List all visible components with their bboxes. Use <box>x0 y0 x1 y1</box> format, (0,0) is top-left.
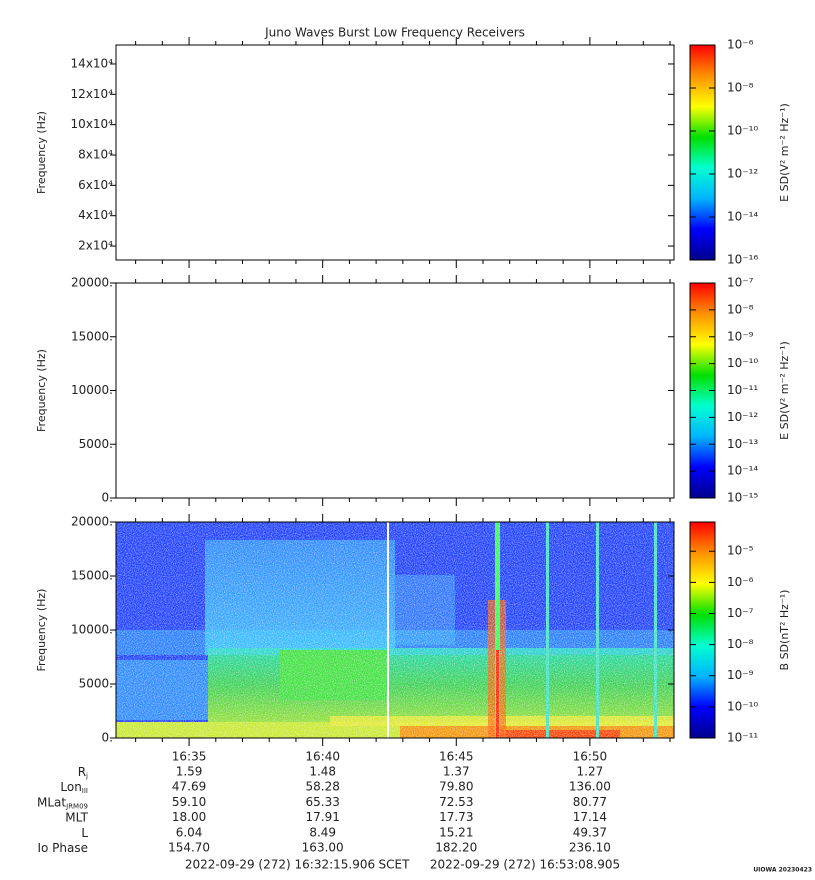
ephemeris-label-text: R <box>78 765 86 779</box>
ephemeris-value: 6.04 <box>176 825 203 839</box>
ephemeris-label-text: Io Phase <box>37 841 88 855</box>
colorbar-tick-label: 10⁻¹² <box>727 167 758 181</box>
plot-frame <box>115 282 675 499</box>
y-tick-label: 0. <box>102 491 113 505</box>
colorbar-tick-label: 10⁻⁵ <box>727 544 754 558</box>
y-tick-label: 12x10⁴ <box>71 87 114 101</box>
colorbar-label: E SD(V² m⁻² Hz⁻¹) <box>778 341 791 440</box>
ephemeris-value: 72.53 <box>439 795 473 809</box>
colorbar-tick-label: 10⁻⁸ <box>727 302 754 316</box>
colorbar-tick-label: 10⁻¹² <box>727 410 758 424</box>
colorbar-tick-label: 10⁻¹⁴ <box>727 210 758 224</box>
colorbar-tick-label: 10⁻⁷ <box>727 276 754 290</box>
ephemeris-value: 1.48 <box>309 765 336 779</box>
ephemeris-label-text: L <box>81 825 88 839</box>
ephemeris-label: MLT <box>65 810 88 824</box>
colorbar-tick-label: 10⁻⁶ <box>727 575 754 589</box>
y-tick-label: 15000. <box>71 569 113 583</box>
ephemeris-value: 136.00 <box>569 780 611 794</box>
ephemeris-value: 58.28 <box>305 780 339 794</box>
colorbar-label: E SD(V² m⁻² Hz⁻¹) <box>778 103 791 202</box>
colorbar-tick-label: 10⁻¹⁴ <box>727 464 758 478</box>
ephemeris-label: MLatJRM09 <box>37 795 88 811</box>
time-axis-label: SCET <box>379 858 411 872</box>
colorbar-tick-label: 10⁻¹¹ <box>727 731 758 745</box>
ephemeris-value: 1.37 <box>443 765 470 779</box>
ephemeris-value: 17.91 <box>305 810 339 824</box>
x-tick-label: 16:40 <box>305 750 340 764</box>
ephemeris-value: 47.69 <box>172 780 206 794</box>
ephemeris-value: 80.77 <box>573 795 607 809</box>
ephemeris-value: 17.14 <box>573 810 607 824</box>
colorbar-tick-label: 10⁻¹⁶ <box>727 253 758 267</box>
ephemeris-label-sub: JRM09 <box>65 802 88 810</box>
y-axis-label: Frequency (Hz) <box>35 349 48 432</box>
ephemeris-label: L <box>81 825 88 839</box>
colorbar-tick-label: 10⁻⁷ <box>727 606 754 620</box>
y-tick-label: 15000. <box>71 329 113 343</box>
colorbar <box>689 521 716 739</box>
y-tick-label: 5000. <box>79 437 113 451</box>
ephemeris-label-sub: III <box>82 787 88 795</box>
y-tick-label: 4x10⁴ <box>78 208 113 222</box>
colorbar-tick-label: 10⁻¹⁰ <box>727 124 758 138</box>
colorbar-tick-label: 10⁻⁸ <box>727 637 754 651</box>
y-tick-label: 0. <box>102 731 113 745</box>
x-tick-label: 16:50 <box>573 750 608 764</box>
chart-title: Juno Waves Burst Low Frequency Receivers <box>264 26 525 40</box>
ephemeris-value: 18.00 <box>172 810 206 824</box>
ephemeris-label-text: MLat <box>37 795 66 809</box>
y-tick-label: 14x10⁴ <box>71 56 114 70</box>
x-tick-label: 16:45 <box>439 750 474 764</box>
ephemeris-value: 163.00 <box>302 841 344 855</box>
ephemeris-label-sub: j <box>85 772 88 780</box>
colorbar-tick-label: 10⁻⁶ <box>727 38 754 52</box>
y-axis-label: Frequency (Hz) <box>35 111 48 194</box>
y-tick-label: 5000. <box>79 677 113 691</box>
ephemeris-value: 1.59 <box>176 765 203 779</box>
y-tick-label: 10000. <box>71 623 113 637</box>
ephemeris-value: 59.10 <box>172 795 206 809</box>
y-tick-label: 10000. <box>71 383 113 397</box>
ephemeris-value: 236.10 <box>569 841 611 855</box>
colorbar-tick-label: 10⁻¹⁰ <box>727 699 758 713</box>
colorbar-tick-label: 10⁻⁹ <box>727 329 754 343</box>
plot-frame <box>115 44 675 261</box>
ephemeris-value: 154.70 <box>168 841 210 855</box>
time-start: 2022-09-29 (272) 16:32:15.906 <box>185 858 375 872</box>
colorbar <box>689 44 716 261</box>
colorbar-tick-label: 10⁻¹¹ <box>727 383 758 397</box>
colorbar-label: B SD(nT² Hz⁻¹) <box>778 590 791 671</box>
ephemeris-value: 49.37 <box>573 825 607 839</box>
colorbar-tick-label: 10⁻¹⁵ <box>727 491 758 505</box>
y-tick-label: 10x10⁴ <box>71 117 114 131</box>
ephemeris-value: 17.73 <box>439 810 473 824</box>
ephemeris-value: 79.80 <box>439 780 473 794</box>
ephemeris-value: 182.20 <box>435 841 477 855</box>
y-tick-label: 8x10⁴ <box>78 148 113 162</box>
ephemeris-value: 15.21 <box>439 825 473 839</box>
time-end: 2022-09-29 (272) 16:53:08.905 <box>430 858 620 872</box>
x-tick-label: 16:35 <box>172 750 207 764</box>
ephemeris-label: Io Phase <box>37 841 88 855</box>
ephemeris-value: 1.27 <box>577 765 604 779</box>
credit: UIOWA 20230423 <box>753 867 812 874</box>
y-tick-label: 20000. <box>71 515 113 529</box>
ephemeris-label-text: Lon <box>60 780 81 794</box>
y-tick-label: 6x10⁴ <box>78 178 113 192</box>
y-tick-label: 20000. <box>71 276 113 290</box>
y-tick-label: 2x10⁴ <box>78 239 113 253</box>
colorbar-tick-label: 10⁻¹⁰ <box>727 356 758 370</box>
ephemeris-value: 8.49 <box>309 825 336 839</box>
colorbar-tick-label: 10⁻⁹ <box>727 668 754 682</box>
y-axis-label: Frequency (Hz) <box>35 589 48 672</box>
ephemeris-label-text: MLT <box>65 810 88 824</box>
colorbar-tick-label: 10⁻⁸ <box>727 81 754 95</box>
ephemeris-label: LonIII <box>60 780 88 796</box>
ephemeris-value: 65.33 <box>305 795 339 809</box>
spectrogram-image <box>116 522 674 738</box>
colorbar-tick-label: 10⁻¹³ <box>727 437 758 451</box>
ephemeris-label: Rj <box>78 765 88 781</box>
